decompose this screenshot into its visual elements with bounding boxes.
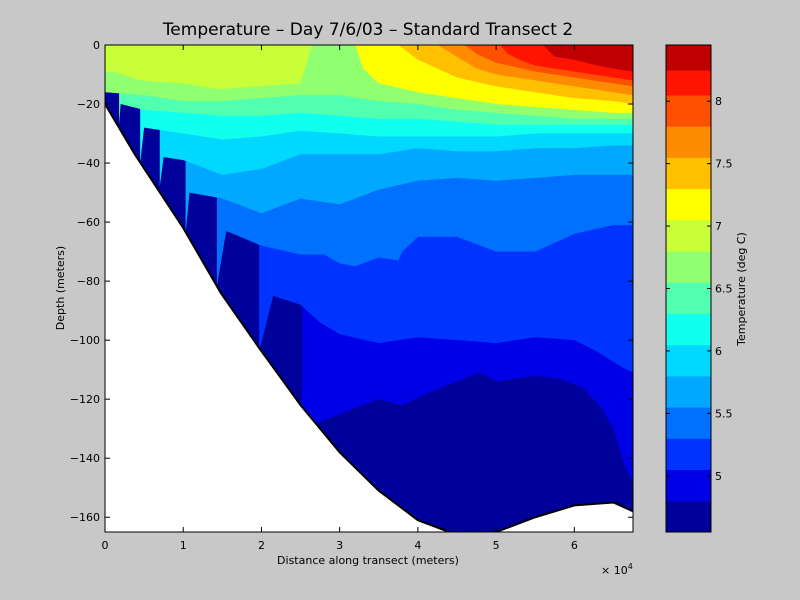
colorbar-band	[666, 469, 711, 502]
plot-frame	[104, 44, 634, 533]
isotherm-8.25	[543, 45, 633, 72]
y-axis-label: Depth (meters)	[54, 246, 67, 330]
colorbar-tick-label: 7	[715, 220, 722, 233]
colorbar-band	[666, 69, 711, 96]
colorbar-band	[666, 45, 711, 71]
colorbar-tick-label: 6.5	[715, 283, 733, 296]
colorbar: 5 5.5 6 6.5 7 7.5 8	[665, 44, 733, 533]
y-tick-label: −60	[77, 216, 100, 229]
x-axis-multiplier-base: × 10	[601, 564, 628, 577]
colorbar-band	[666, 282, 711, 314]
y-tick-label: −160	[70, 511, 100, 524]
colorbar-band	[666, 126, 711, 158]
y-tick-label: −40	[77, 157, 100, 170]
y-axis: 0 −20 −40 −60 −80 −100 −120 −140 −160	[70, 39, 633, 524]
colorbar-band	[666, 219, 711, 252]
colorbar-tick-label: 5.5	[715, 407, 733, 420]
y-tick-label: −100	[70, 334, 100, 347]
y-tick-label: −20	[77, 98, 100, 111]
colorbar-tick-label: 5	[715, 470, 722, 483]
x-tick-label: 5	[493, 539, 500, 552]
isotherm-6.8	[105, 45, 313, 90]
colorbar-band	[666, 313, 711, 346]
plot-area	[104, 44, 634, 533]
x-axis-label: Distance along transect (meters)	[277, 554, 459, 567]
x-tick-label: 0	[102, 539, 109, 552]
y-tick-label: −80	[77, 275, 100, 288]
x-tick-label: 1	[180, 539, 187, 552]
seafloor-area	[105, 104, 633, 532]
warm-patch-6.8	[105, 45, 139, 72]
colorbar-band	[666, 375, 711, 408]
colorbar-band	[666, 251, 711, 283]
x-axis: 0 1 2 3 4 5 6	[102, 45, 578, 552]
x-tick-label: 3	[336, 539, 343, 552]
contour-layers	[105, 45, 633, 532]
seafloor-line	[105, 103, 633, 532]
x-tick-label: 6	[571, 539, 578, 552]
colorbar-band	[666, 344, 711, 377]
colorbar-band	[666, 438, 711, 471]
colorbar-band	[666, 94, 711, 127]
colorbar-band	[666, 157, 711, 190]
colorbar-band	[666, 188, 711, 221]
colorbar-tick-label: 8	[715, 95, 722, 108]
y-tick-label: −120	[70, 393, 100, 406]
colorbar-band	[666, 500, 711, 533]
chart-title: Temperature – Day 7/6/03 – Standard Tran…	[162, 20, 573, 40]
colorbar-band	[666, 407, 711, 439]
x-axis-multiplier-exponent: 4	[628, 562, 633, 571]
x-tick-label: 4	[414, 539, 421, 552]
x-tick-label: 2	[258, 539, 265, 552]
colorbar-tick-label: 7.5	[715, 158, 733, 171]
y-tick-label: 0	[93, 39, 100, 52]
y-tick-label: −140	[70, 452, 100, 465]
x-axis-multiplier: × 104	[601, 562, 633, 577]
colorbar-label: Temperature (deg C)	[735, 232, 748, 347]
colorbar-tick-label: 6	[715, 345, 722, 358]
